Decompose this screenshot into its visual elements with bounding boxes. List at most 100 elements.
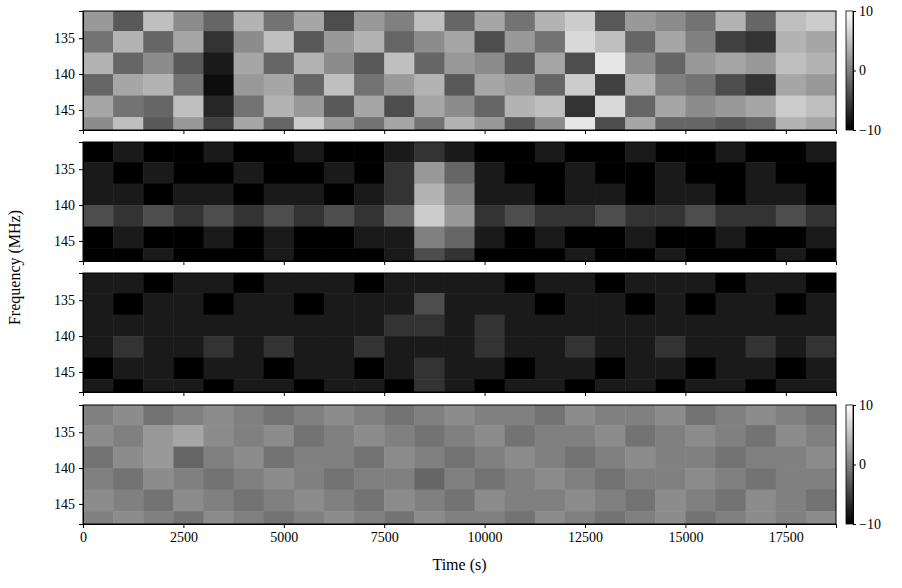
x-tick [284, 130, 285, 134]
heatmap-cell [294, 293, 325, 315]
heatmap-cell [203, 468, 234, 490]
heatmap-cell [354, 227, 385, 249]
heatmap-cell [475, 31, 506, 53]
heatmap-cell [716, 227, 747, 249]
heatmap-cell [806, 379, 836, 392]
x-tick [284, 261, 285, 265]
heatmap-cell [505, 205, 536, 227]
heatmap-cell [685, 117, 716, 130]
heatmap-cell [535, 227, 566, 249]
heatmap-cell [324, 405, 355, 426]
heatmap-cell [565, 447, 596, 469]
heatmap-cell [264, 11, 295, 32]
heatmap-cell [625, 205, 656, 227]
colorbar-tick-mark [853, 11, 856, 12]
colorbar [846, 405, 853, 524]
heatmap-cell [535, 511, 566, 524]
x-tick: 5000 [270, 524, 298, 545]
heatmap-cell [324, 31, 355, 53]
heatmap-cell [565, 142, 596, 163]
heatmap-cell [83, 31, 114, 53]
heatmap-cell [565, 273, 596, 294]
y-tick-label: 135 [54, 293, 75, 308]
heatmap-cell [324, 379, 355, 392]
heatmap-cell [143, 248, 174, 261]
heatmap-cell [203, 53, 234, 75]
heatmap-cell [173, 468, 204, 490]
heatmap-cell [535, 142, 566, 163]
heatmap-cell [475, 425, 506, 447]
heatmap-cell [685, 293, 716, 315]
heatmap-cell [565, 293, 596, 315]
heatmap-cell [625, 315, 656, 337]
heatmap-cell [716, 74, 747, 96]
heatmap-cell [625, 405, 656, 426]
x-tick-mark [485, 130, 486, 134]
heatmap-cell [113, 511, 144, 524]
heatmap-cell [143, 11, 174, 32]
heatmap-cell [173, 227, 204, 249]
heatmap-cell [173, 273, 204, 294]
x-tick-mark [585, 524, 586, 528]
heatmap-cell [776, 468, 807, 490]
heatmap-cell [414, 205, 445, 227]
heatmap-cell [143, 405, 174, 426]
heatmap-cell [776, 273, 807, 294]
x-tick [585, 261, 586, 265]
y-tick: 140 [54, 329, 83, 344]
heatmap-cell [475, 336, 506, 358]
heatmap-cell [264, 405, 295, 426]
heatmap-cell [475, 405, 506, 426]
heatmap-cell [565, 96, 596, 118]
heatmap-cell [143, 293, 174, 315]
heatmap-cell [444, 425, 475, 447]
heatmap-cell [776, 117, 807, 130]
heatmap-cell [384, 293, 415, 315]
heatmap-cell [354, 184, 385, 206]
x-tick-label: 7500 [371, 530, 399, 545]
heatmap-cell [83, 74, 114, 96]
heatmap-cell [354, 358, 385, 380]
x-axis-title: Time (s) [432, 556, 486, 574]
heatmap-cell [655, 74, 686, 96]
heatmap-cell [535, 315, 566, 337]
heatmap-cell [746, 358, 777, 380]
heatmap-cell [173, 379, 204, 392]
heatmap-cell [234, 53, 265, 75]
heatmap-cell [655, 53, 686, 75]
heatmap-cell [264, 227, 295, 249]
heatmap-cell [776, 162, 807, 184]
x-tick-mark [384, 130, 385, 134]
heatmap-cell [505, 184, 536, 206]
heatmap-cell [203, 248, 234, 261]
x-tick-label: 2500 [170, 530, 198, 545]
x-tick: 10000 [468, 524, 503, 545]
colorbar-tick: 0 [853, 457, 866, 472]
heatmap-cell [535, 31, 566, 53]
heatmap-cell [83, 248, 114, 261]
plot-frame [83, 405, 836, 524]
heatmap-cell [565, 248, 596, 261]
heatmap-cell [83, 379, 114, 392]
heatmap-cell [625, 184, 656, 206]
heatmap-cell [535, 248, 566, 261]
heatmap-cell [143, 31, 174, 53]
heatmap-cell [203, 273, 234, 294]
heatmap-cell [595, 142, 626, 163]
heatmap-cell [384, 162, 415, 184]
y-tick-mark [79, 300, 83, 301]
heatmap-cell [505, 74, 536, 96]
heatmap-cell [806, 490, 836, 512]
heatmap-cell [324, 162, 355, 184]
heatmap-cell [625, 31, 656, 53]
heatmap-cell [776, 405, 807, 426]
heatmap-cell [595, 248, 626, 261]
heatmap-cell [625, 162, 656, 184]
heatmap-cell [776, 184, 807, 206]
heatmap-cell [475, 358, 506, 380]
y-tick-mark [79, 205, 83, 206]
heatmap-cell [716, 447, 747, 469]
heatmap-cell [384, 405, 415, 426]
heatmap-cell [234, 468, 265, 490]
heatmap-cell [203, 227, 234, 249]
